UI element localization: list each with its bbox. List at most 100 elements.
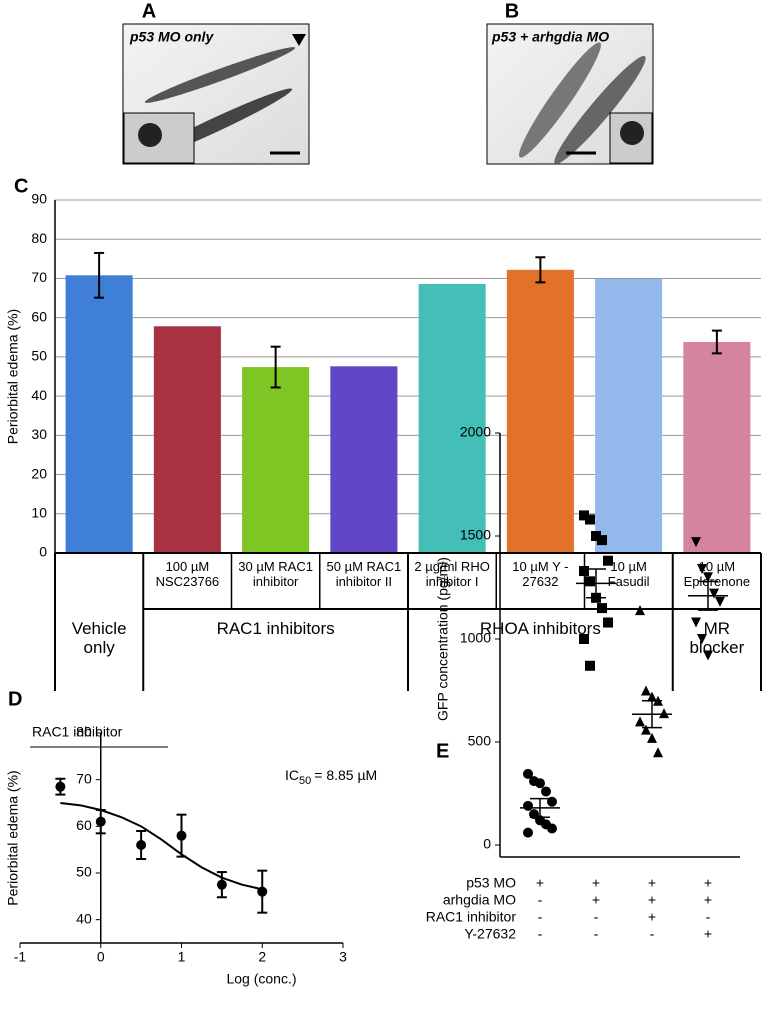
point — [597, 603, 607, 614]
bar — [242, 367, 310, 553]
row-label: RAC1 inhibitor — [426, 909, 517, 925]
cell: + — [592, 892, 600, 908]
cell: - — [538, 926, 543, 942]
cell: + — [648, 892, 656, 908]
point — [697, 634, 707, 644]
x-tick-label: 100 µM NSC23766 — [155, 559, 220, 589]
cell: + — [704, 926, 712, 942]
y-tick-label: 1500 — [460, 527, 491, 543]
cell: - — [594, 909, 599, 925]
cell: + — [536, 875, 544, 891]
y-tick-label: 1000 — [460, 630, 491, 646]
panel-label: C — [14, 175, 28, 197]
point — [176, 830, 187, 841]
point — [691, 617, 701, 628]
bar — [418, 283, 486, 553]
point — [523, 800, 533, 811]
point — [257, 886, 268, 897]
cell: - — [538, 892, 543, 908]
point — [579, 634, 589, 644]
point — [585, 660, 595, 671]
x-tick-label: 3 — [339, 949, 347, 965]
point — [703, 650, 713, 661]
y-tick-label: 60 — [31, 308, 47, 324]
y-axis-label: Periorbital edema (%) — [5, 770, 21, 905]
cell: + — [648, 875, 656, 891]
point — [591, 531, 601, 541]
error-bar — [270, 345, 281, 389]
point — [597, 535, 607, 546]
row-label: arhgdia MO — [443, 892, 516, 908]
point — [659, 708, 669, 719]
point — [647, 732, 657, 743]
annotation: IC50 = 8.85 µM — [285, 767, 377, 787]
point — [523, 827, 533, 838]
group-label: RAC1 inhibitors — [216, 619, 335, 638]
point — [635, 605, 645, 616]
bar — [595, 278, 663, 553]
point — [95, 816, 106, 827]
point — [547, 823, 557, 834]
point — [585, 576, 595, 587]
point — [541, 786, 551, 797]
panel-label: E — [436, 740, 449, 762]
y-axis-label: GFP concentration (pg/ml) — [435, 557, 451, 721]
point — [697, 563, 707, 574]
fish — [554, 55, 646, 165]
point — [647, 691, 657, 702]
cell: + — [648, 909, 656, 925]
point — [641, 685, 651, 696]
point — [136, 840, 147, 850]
bar — [506, 269, 574, 553]
x-tick-label: 50 µM RAC1 inhibitor II — [326, 559, 402, 589]
point — [55, 781, 66, 792]
point — [216, 879, 227, 890]
error-bar — [94, 251, 105, 299]
point — [585, 514, 595, 525]
x-tick-label: 0 — [97, 949, 105, 965]
x-tick-label: 30 µM RAC1 inhibitor — [238, 559, 313, 589]
y-tick-label: 10 — [31, 504, 47, 520]
y-tick-label: 40 — [31, 387, 47, 403]
y-tick-label: 60 — [76, 817, 92, 833]
y-tick-label: 0 — [483, 836, 491, 852]
y-tick-label: 80 — [31, 230, 47, 246]
panel-label: A — [142, 0, 156, 22]
row-label: Y-27632 — [464, 926, 516, 942]
point — [579, 566, 589, 577]
point — [603, 617, 613, 628]
eye — [620, 121, 644, 145]
y-tick-label: 50 — [31, 348, 47, 364]
image-caption: p53 + arhgdia MO — [491, 29, 609, 45]
x-tick-label: 2 — [258, 949, 266, 965]
point — [653, 747, 663, 758]
point — [703, 572, 713, 583]
x-axis-label: Log (conc.) — [226, 971, 296, 987]
x-tick-label: 10 µM Eplerenone — [683, 559, 751, 589]
error-bar — [711, 329, 722, 355]
bar — [683, 341, 751, 553]
bar — [153, 326, 221, 553]
annotation-name: IC — [285, 767, 299, 783]
point — [715, 596, 725, 607]
cell: + — [592, 875, 600, 891]
y-tick-label: 50 — [76, 864, 92, 880]
y-tick-label: 2000 — [460, 424, 491, 440]
y-tick-label: 0 — [39, 544, 47, 560]
point — [579, 510, 589, 521]
arrowhead — [292, 34, 306, 46]
y-tick-label: 80 — [76, 724, 92, 740]
panel-label: B — [505, 0, 519, 22]
point — [523, 768, 533, 779]
x-tick-label: 2 µg/ml RHO inhibitor I — [414, 559, 490, 589]
group-label: RHOA inhibitors — [479, 619, 601, 638]
y-axis-label: Periorbital edema (%) — [5, 309, 21, 444]
bar — [330, 366, 398, 553]
cell: - — [594, 926, 599, 942]
cell: - — [538, 909, 543, 925]
x-tick-label: -1 — [14, 949, 27, 965]
y-tick-label: 90 — [31, 191, 47, 207]
point — [603, 555, 613, 566]
y-tick-label: 500 — [468, 733, 492, 749]
